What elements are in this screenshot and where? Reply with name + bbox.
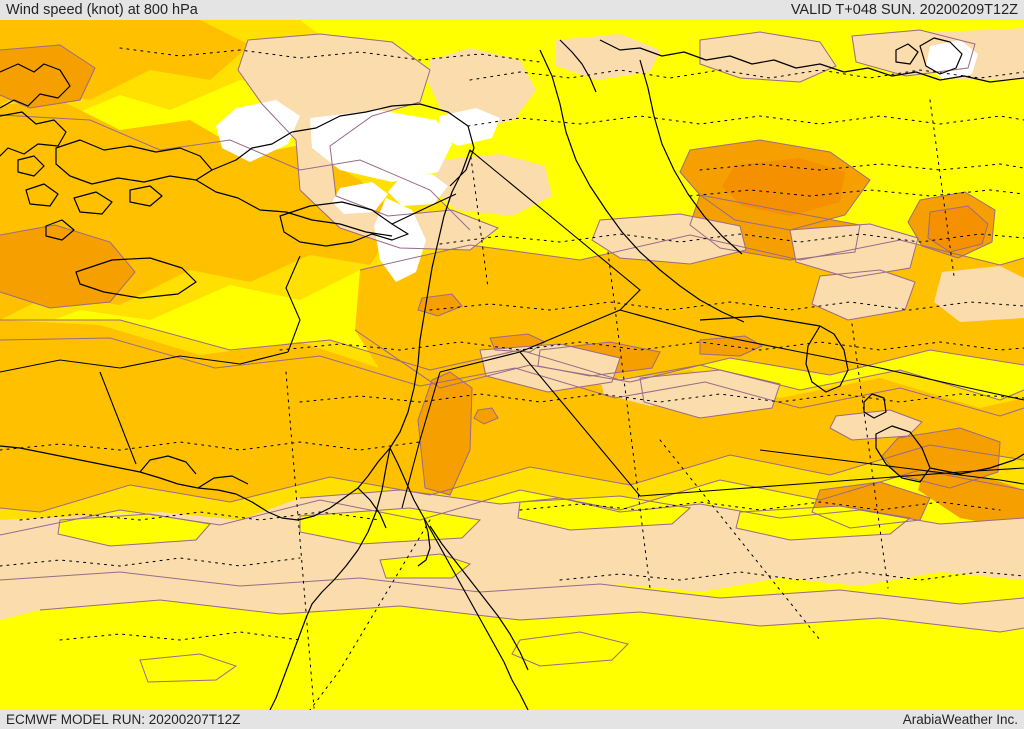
page-title: Wind speed (knot) at 800 hPa [6,1,198,18]
contour-band-deep-orange [722,158,988,252]
contour-hole-yellow [0,496,1024,710]
coastlines [0,37,1024,710]
country-borders [0,47,1024,710]
wind-speed-contour-map [0,20,1024,710]
forecast-map [0,20,1024,710]
contour-lines [0,29,1024,683]
valid-time-label: VALID T+048 SUN. 20200209T12Z [790,1,1018,18]
provider-label: ArabiaWeather Inc. [902,711,1018,727]
model-run-label: ECMWF MODEL RUN: 20200207T12Z [6,711,241,727]
footer-bar: ECMWF MODEL RUN: 20200207T12Z ArabiaWeat… [0,710,1024,729]
political-borders-solid [0,149,1024,509]
header-bar: Wind speed (knot) at 800 hPa VALID T+048… [0,0,1024,20]
contour-band-white [216,40,978,282]
